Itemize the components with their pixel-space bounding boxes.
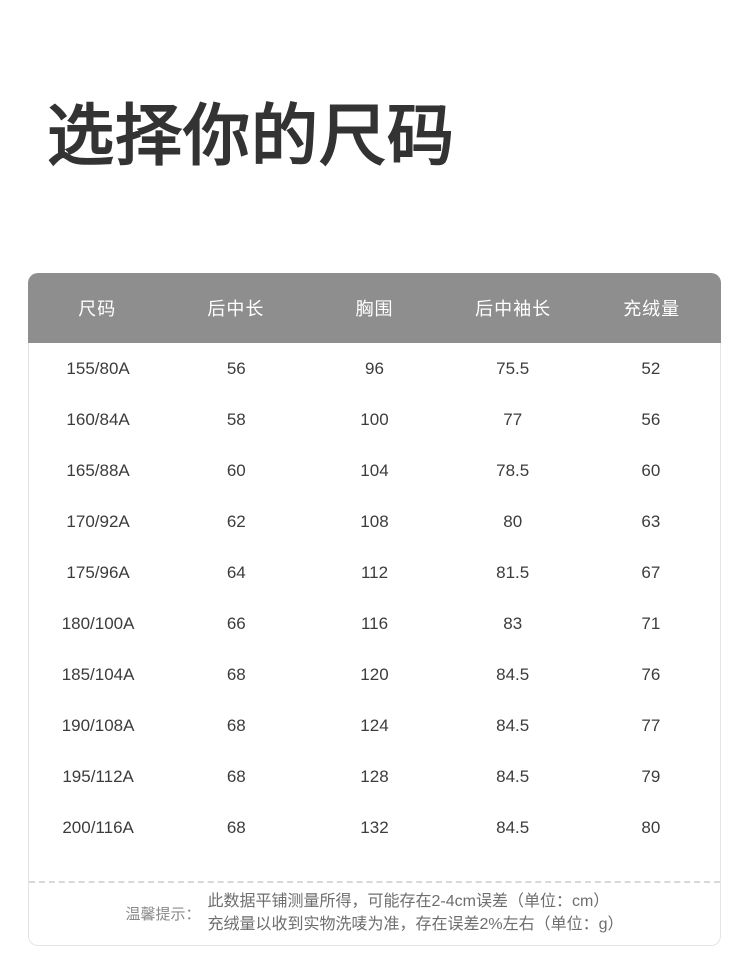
value-cell: 71 xyxy=(641,613,661,633)
size-cell: 170/92A xyxy=(66,511,130,531)
notice-line-2: 充绒量以收到实物洗唛为准，存在误差2%左右（单位：g） xyxy=(207,916,624,933)
value-cell: 68 xyxy=(226,664,246,684)
value-cell: 100 xyxy=(360,409,389,429)
value-cell: 108 xyxy=(360,511,389,531)
value-cell: 124 xyxy=(360,715,389,735)
notice-section: 温馨提示： 此数据平铺测量所得，可能存在2-4cm误差（单位：cm） 充绒量以收… xyxy=(29,883,720,945)
value-cell: 62 xyxy=(226,511,246,531)
value-cell: 56 xyxy=(226,358,246,378)
value-cell: 68 xyxy=(226,817,246,837)
size-table-body-wrap: 155/80A 56 96 75.5 52 160/84A 58 100 77 56 165/88A… xyxy=(28,343,721,946)
column-header: 胸围 xyxy=(355,299,394,319)
size-cell: 190/108A xyxy=(61,715,135,735)
size-chart-card: 尺码 后中长 胸围 后中袖长 充绒量 155/80A 56 96 75.5 52 160/84A 5… xyxy=(28,273,721,946)
size-table-header: 尺码 后中长 胸围 后中袖长 充绒量 xyxy=(28,273,721,343)
value-cell: 120 xyxy=(360,664,389,684)
value-cell: 84.5 xyxy=(496,715,530,735)
column-header: 后中袖长 xyxy=(475,299,552,319)
size-cell: 195/112A xyxy=(62,766,134,786)
table-row: 170/92A 62 108 80 63 xyxy=(29,496,720,547)
table-row: 185/104A 68 120 84.5 76 xyxy=(29,649,720,700)
size-cell: 200/116A xyxy=(62,817,134,837)
value-cell: 77 xyxy=(503,409,523,429)
value-cell: 81.5 xyxy=(496,562,530,582)
column-header: 尺码 xyxy=(78,299,117,319)
table-row: 180/100A 66 116 83 71 xyxy=(29,598,720,649)
value-cell: 64 xyxy=(226,562,246,582)
dashed-divider xyxy=(29,881,720,883)
value-cell: 80 xyxy=(503,511,523,531)
value-cell: 60 xyxy=(226,460,246,480)
table-row: 155/80A 56 96 75.5 52 xyxy=(29,343,720,394)
table-row: 165/88A 60 104 78.5 60 xyxy=(29,445,720,496)
value-cell: 52 xyxy=(641,358,661,378)
notice-line-1: 此数据平铺测量所得，可能存在2-4cm误差（单位：cm） xyxy=(207,893,610,910)
value-cell: 96 xyxy=(365,358,384,378)
value-cell: 80 xyxy=(641,817,661,837)
value-cell: 84.5 xyxy=(496,664,530,684)
value-cell: 78.5 xyxy=(496,460,530,480)
table-row: 175/96A 64 112 81.5 67 xyxy=(29,547,720,598)
table-row: 190/108A 68 124 84.5 77 xyxy=(29,700,720,751)
value-cell: 84.5 xyxy=(496,817,530,837)
size-cell: 175/96A xyxy=(66,562,130,582)
value-cell: 77 xyxy=(641,715,661,735)
value-cell: 63 xyxy=(641,511,661,531)
size-cell: 180/100A xyxy=(61,613,135,633)
value-cell: 76 xyxy=(641,664,661,684)
size-cell: 185/104A xyxy=(61,664,135,684)
value-cell: 83 xyxy=(503,613,523,633)
table-row: 160/84A 58 100 77 56 xyxy=(29,394,720,445)
value-cell: 66 xyxy=(226,613,246,633)
value-cell: 68 xyxy=(226,715,246,735)
column-header: 后中长 xyxy=(207,299,265,319)
notice-label: 温馨提示： xyxy=(125,905,201,923)
value-cell: 60 xyxy=(641,460,661,480)
value-cell: 56 xyxy=(641,409,661,429)
value-cell: 67 xyxy=(641,562,661,582)
table-row: 195/112A 68 128 84.5 79 xyxy=(29,751,720,802)
table-bottom-spacer xyxy=(29,853,720,881)
column-header: 充绒量 xyxy=(623,299,681,319)
value-cell: 132 xyxy=(360,817,389,837)
value-cell: 84.5 xyxy=(496,766,530,786)
value-cell: 79 xyxy=(641,766,661,786)
value-cell: 128 xyxy=(360,766,389,786)
size-table-body: 155/80A 56 96 75.5 52 160/84A 58 100 77 56 165/88A… xyxy=(29,343,720,853)
value-cell: 58 xyxy=(226,409,246,429)
size-cell: 155/80A xyxy=(66,358,130,378)
value-cell: 112 xyxy=(360,562,389,582)
value-cell: 116 xyxy=(360,613,389,633)
page-title: 选择你的尺码 xyxy=(47,99,455,174)
value-cell: 104 xyxy=(360,460,389,480)
size-cell: 160/84A xyxy=(66,409,130,429)
notice-lines: 此数据平铺测量所得，可能存在2-4cm误差（单位：cm） 充绒量以收到实物洗唛为… xyxy=(207,890,623,936)
value-cell: 68 xyxy=(226,766,246,786)
value-cell: 75.5 xyxy=(496,358,530,378)
table-row: 200/116A 68 132 84.5 80 xyxy=(29,802,720,853)
size-cell: 165/88A xyxy=(66,460,130,480)
